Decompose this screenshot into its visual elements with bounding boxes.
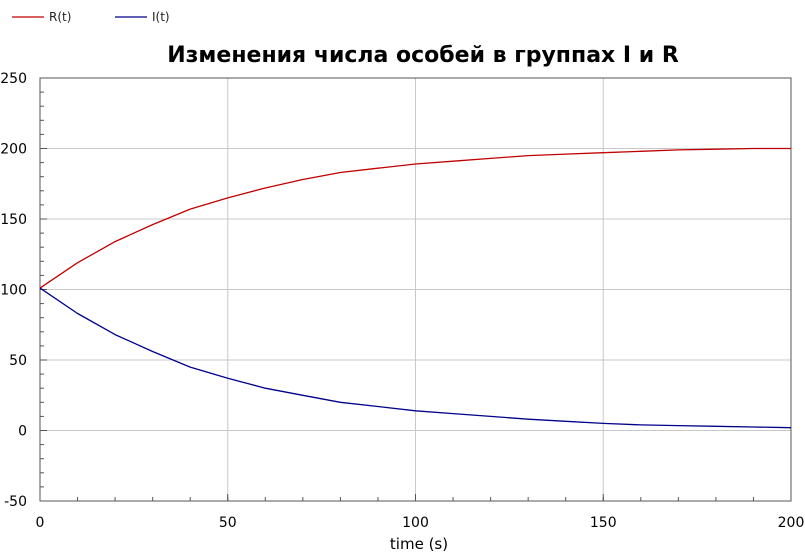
y-tick-label: 150: [0, 212, 27, 228]
x-tick-label: 50: [219, 515, 237, 531]
legend-label: I(t): [152, 10, 170, 24]
legend: R(t) I(t): [12, 10, 170, 24]
series-line-it: [39, 287, 792, 429]
x-tick-label: 100: [402, 515, 429, 531]
legend-label: R(t): [49, 10, 71, 24]
y-tick-label: -50: [4, 494, 27, 510]
x-axis: 0 50 100 150 200: [36, 494, 805, 531]
y-axis: -50 0 50 100 150 200 250: [0, 71, 47, 510]
series-lines: [39, 147, 792, 429]
chart-title: Изменения числа особей в группах I и R: [167, 43, 679, 68]
y-tick-label: 100: [0, 283, 27, 299]
y-tick-label: 250: [0, 71, 27, 87]
grid: [40, 78, 791, 501]
y-tick-label: 200: [0, 142, 27, 158]
series-line-rt: [39, 147, 791, 289]
y-tick-label: 0: [18, 424, 27, 440]
x-axis-label: time (s): [390, 535, 448, 552]
x-tick-label: 150: [590, 515, 617, 531]
x-tick-label: 0: [36, 515, 45, 531]
y-tick-label: 50: [9, 353, 27, 369]
x-tick-label: 200: [778, 515, 805, 531]
